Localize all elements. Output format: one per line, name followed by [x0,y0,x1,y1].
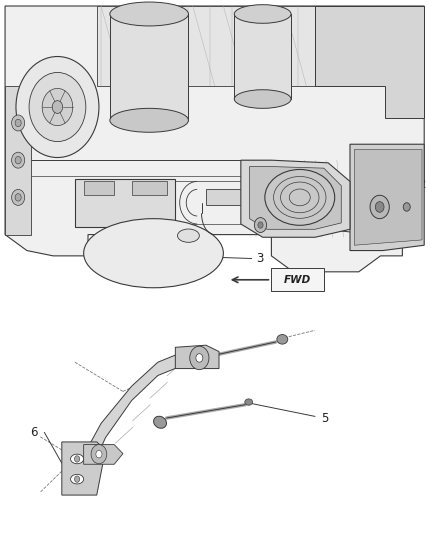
Ellipse shape [110,2,188,26]
Circle shape [12,152,25,168]
Ellipse shape [403,203,410,211]
Ellipse shape [110,108,188,132]
Circle shape [12,115,25,131]
Polygon shape [79,352,201,477]
Ellipse shape [245,399,253,405]
Circle shape [52,101,63,114]
Polygon shape [5,6,424,272]
Circle shape [254,217,267,232]
Polygon shape [272,268,324,292]
Circle shape [12,189,25,205]
Polygon shape [5,86,31,235]
Polygon shape [97,6,315,86]
Text: 4: 4 [354,225,362,238]
Ellipse shape [177,229,199,243]
Polygon shape [315,6,424,118]
Polygon shape [84,445,123,464]
Polygon shape [84,181,114,195]
Ellipse shape [71,474,84,484]
Polygon shape [206,189,272,205]
Circle shape [258,222,263,228]
Circle shape [74,456,80,462]
Polygon shape [234,14,291,99]
Text: 2: 2 [418,177,425,191]
Circle shape [96,450,102,458]
Ellipse shape [84,219,223,288]
Polygon shape [354,150,422,245]
Text: 3: 3 [256,252,264,265]
Circle shape [370,195,389,219]
Polygon shape [241,160,350,237]
Polygon shape [250,166,341,229]
Circle shape [29,72,86,142]
Polygon shape [110,14,188,120]
Circle shape [15,119,21,127]
Circle shape [91,445,107,464]
Circle shape [375,201,384,212]
Text: 5: 5 [321,411,329,424]
Ellipse shape [234,90,291,108]
Circle shape [15,157,21,164]
Polygon shape [132,181,166,195]
Circle shape [190,346,209,369]
Ellipse shape [154,416,166,429]
Ellipse shape [71,454,84,464]
Text: FWD: FWD [284,275,311,285]
Circle shape [74,476,80,482]
Circle shape [196,354,203,362]
Ellipse shape [265,169,335,225]
Circle shape [15,193,21,201]
Circle shape [16,56,99,158]
Ellipse shape [234,5,291,23]
Polygon shape [75,179,175,227]
Ellipse shape [277,335,288,344]
Text: 1: 1 [418,154,425,167]
Polygon shape [62,442,106,495]
Circle shape [42,88,73,126]
Polygon shape [175,345,219,368]
Polygon shape [350,144,424,251]
Text: 6: 6 [30,426,38,439]
